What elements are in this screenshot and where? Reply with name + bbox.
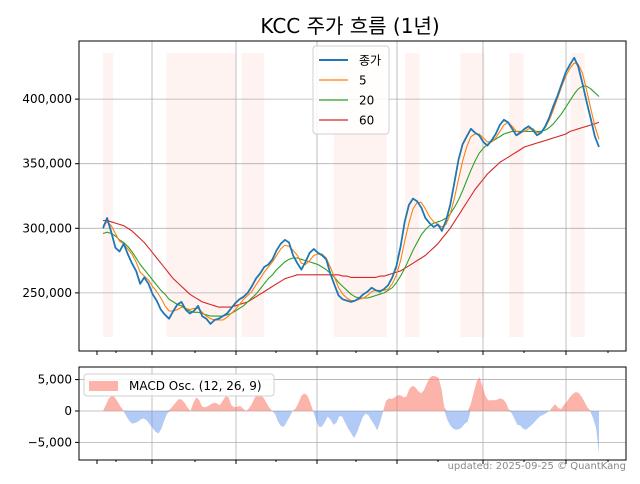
main-legend: 종가 5 20 60 [312,45,390,135]
chart-title: KCC 주가 흐름 (1년) [260,14,439,38]
legend-label-2: 20 [359,94,374,108]
footer-credit: updated: 2025-09-25 © QuantKang [448,461,626,472]
main-ytick-label-0: 250,000 [22,286,72,300]
main-ytick-label-2: 350,000 [22,157,72,171]
shaded-period-6 [509,53,524,337]
main-ytick-label-1: 300,000 [22,221,72,235]
oscillator-y-axis: −5,000 0 5,000 [28,373,79,449]
shaded-period-2 [241,53,265,337]
oscillator-area [103,375,599,454]
osc-ytick-label-1: 0 [64,404,72,418]
osc-positive-area [103,375,599,411]
price-series [102,56,600,325]
oscillator-plot-frame [78,366,627,461]
oscillator-legend: MACD Osc. (12, 26, 9) [83,373,275,397]
osc-ytick-label-2: 5,000 [38,373,72,387]
osc-legend-box [83,373,275,397]
main-plot-frame [78,40,627,352]
main-y-axis: 250,000 300,000 350,000 400,000 [22,92,79,300]
osc-legend-swatch [89,381,118,391]
series-line-3 [103,121,600,308]
legend-label-1: 5 [359,74,367,88]
shaded-period-5 [460,53,485,337]
legend-label-3: 60 [359,114,374,128]
x-axis-ticks [96,351,609,464]
legend-label-0: 종가 [359,54,381,68]
shaded-period-7 [570,53,585,337]
shaded-period-0 [103,53,114,337]
shaded-period-1 [166,53,236,337]
osc-legend-label: MACD Osc. (12, 26, 9) [129,379,262,393]
series-line-0 [102,56,600,325]
main-legend-box [312,45,390,135]
osc-negative-area [103,411,599,454]
shaded-period-4 [405,53,420,337]
osc-ytick-label-0: −5,000 [28,435,72,449]
main-ytick-label-3: 400,000 [22,92,72,106]
